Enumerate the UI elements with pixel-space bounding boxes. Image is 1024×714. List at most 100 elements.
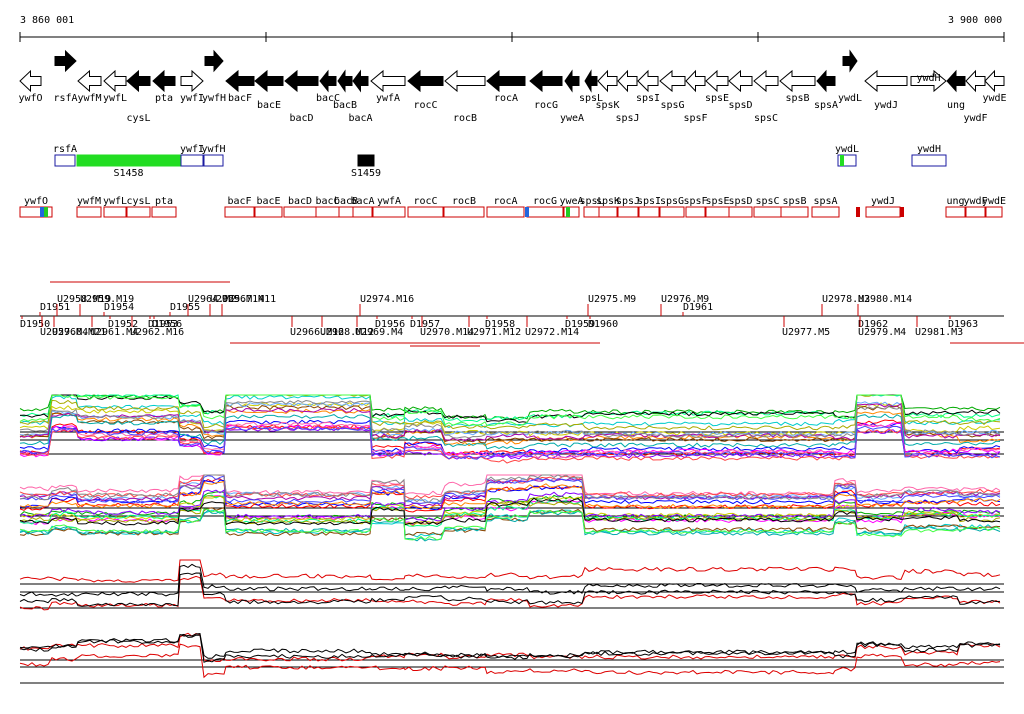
gene-cysL-arrow[interactable] [126,69,151,93]
operon-ywdF[interactable] [965,206,986,218]
operon-spsL[interactable] [583,206,600,218]
gene-label: rsfA [53,93,77,104]
gene-spsB-arrow[interactable] [779,69,816,93]
gene-ywfM-arrow[interactable] [77,69,102,93]
gene-bacD-arrow[interactable] [284,69,319,93]
gene-rocC-arrow[interactable] [407,69,444,93]
gene-spsL-arrow[interactable] [584,69,598,93]
gene-spsJ-arrow[interactable] [617,69,638,93]
gene-ywdH-arrow[interactable] [910,69,947,93]
gene-ywdF-arrow[interactable] [965,69,986,93]
gene-pta-arrow[interactable] [152,69,176,93]
gene-rsfA-arrow[interactable] [54,49,77,73]
gene-spsI-arrow[interactable] [637,69,659,93]
gene-spsD-arrow[interactable] [728,69,753,93]
operon-yweA[interactable] [563,206,580,218]
gene-ung-arrow[interactable] [946,69,966,93]
operon-pta[interactable] [151,206,177,218]
operon-rocG[interactable] [526,206,564,218]
operon-label: spsG [660,196,684,207]
gene-bacB-arrow[interactable] [337,69,353,93]
operon-spsJ[interactable] [617,206,639,218]
region-ywdH[interactable] [911,154,947,167]
region-S1459[interactable] [357,154,375,167]
operon-bacB[interactable] [338,206,354,218]
gene-label: bacD [289,113,313,124]
operon-label: spsF [683,196,707,207]
region-ywfH[interactable] [203,154,224,167]
operon-spsC[interactable] [753,206,782,218]
operon-label: ywfA [377,196,401,207]
operon-rocB[interactable] [443,206,485,218]
operon-bacC[interactable] [315,206,340,218]
operon-bacD[interactable] [283,206,317,218]
gene-rocA-arrow[interactable] [486,69,526,93]
operon-ywfA[interactable] [372,206,406,218]
gene-ywfL-arrow[interactable] [103,69,127,93]
gene-spsK-arrow[interactable] [597,69,618,93]
operon-bacF[interactable] [224,206,255,218]
gene-ywdE-arrow[interactable] [984,69,1005,93]
lower-marker-label: U2977.M5 [782,327,830,338]
lower-marker-label: U2970.M14 [420,327,474,338]
operon-accent [900,207,904,217]
gene-label: ywfM [77,93,101,104]
expression-trace [19,474,1001,497]
operon-ywfO[interactable] [19,206,53,218]
operon-bacA[interactable] [352,206,373,218]
gene-spsA-arrow[interactable] [816,69,836,93]
gene-spsC-arrow[interactable] [753,69,779,93]
gene-spsG-arrow[interactable] [659,69,686,93]
gene-label: ywfL [103,93,127,104]
operon-accent [40,207,44,217]
gene-ywfI-arrow[interactable] [180,69,204,93]
region-rsfA[interactable] [54,154,76,167]
operon-ywdE[interactable] [985,206,1003,218]
operon-spsB[interactable] [780,206,809,218]
gene-spsF-arrow[interactable] [685,69,706,93]
operon-ywfM[interactable] [76,206,102,218]
gene-label: bacE [257,100,281,111]
expression-trace [19,425,1001,464]
gene-ywfO-arrow[interactable] [19,69,42,93]
gene-bacE-arrow[interactable] [254,69,284,93]
lower-marker-label: U2971.M12 [467,327,521,338]
operon-spsA[interactable] [811,206,840,218]
gene-bacC-arrow[interactable] [319,69,337,93]
operon-ywdJ[interactable] [865,206,901,218]
gene-spsE-arrow[interactable] [705,69,729,93]
gene-yweA-arrow[interactable] [564,69,580,93]
operon-spsK[interactable] [598,206,618,218]
region-S1458[interactable] [76,154,181,167]
gene-ywdL-arrow[interactable] [842,49,858,73]
operon-spsI[interactable] [638,206,660,218]
operon-rocA[interactable] [486,206,525,218]
gene-ywfA-arrow[interactable] [370,69,406,93]
operon-cysL[interactable] [126,206,151,218]
gene-bacA-arrow[interactable] [352,69,369,93]
region-ywdL[interactable] [837,154,857,167]
operon-spsE[interactable] [705,206,730,218]
gene-label: cysL [126,113,150,124]
gene-ywfH-arrow[interactable] [204,49,224,73]
operon-rocC[interactable] [407,206,444,218]
lower-marker-label: U2972.M14 [525,327,579,338]
region-label: S1458 [113,168,143,179]
region-ywfI[interactable] [180,154,204,167]
gene-rocB-arrow[interactable] [444,69,486,93]
operon-spsG[interactable] [659,206,685,218]
operon-ywfL[interactable] [103,206,127,218]
operon-ung[interactable] [945,206,966,218]
operon-spsD[interactable] [728,206,753,218]
operon-spsF[interactable] [685,206,706,218]
gene-ywdJ-arrow[interactable] [864,69,908,93]
gene-bacF-arrow[interactable] [225,69,255,93]
operon-bacE[interactable] [254,206,283,218]
region-label: ywdH [917,144,941,155]
gene-label: spsA [814,100,838,111]
upper-marker-label: U2974.M16 [360,294,414,305]
region-accent [840,155,844,166]
lower-marker-label: D1956 [375,319,405,330]
gene-rocG-arrow[interactable] [529,69,563,93]
lower-marker-label: D1953 [148,319,178,330]
